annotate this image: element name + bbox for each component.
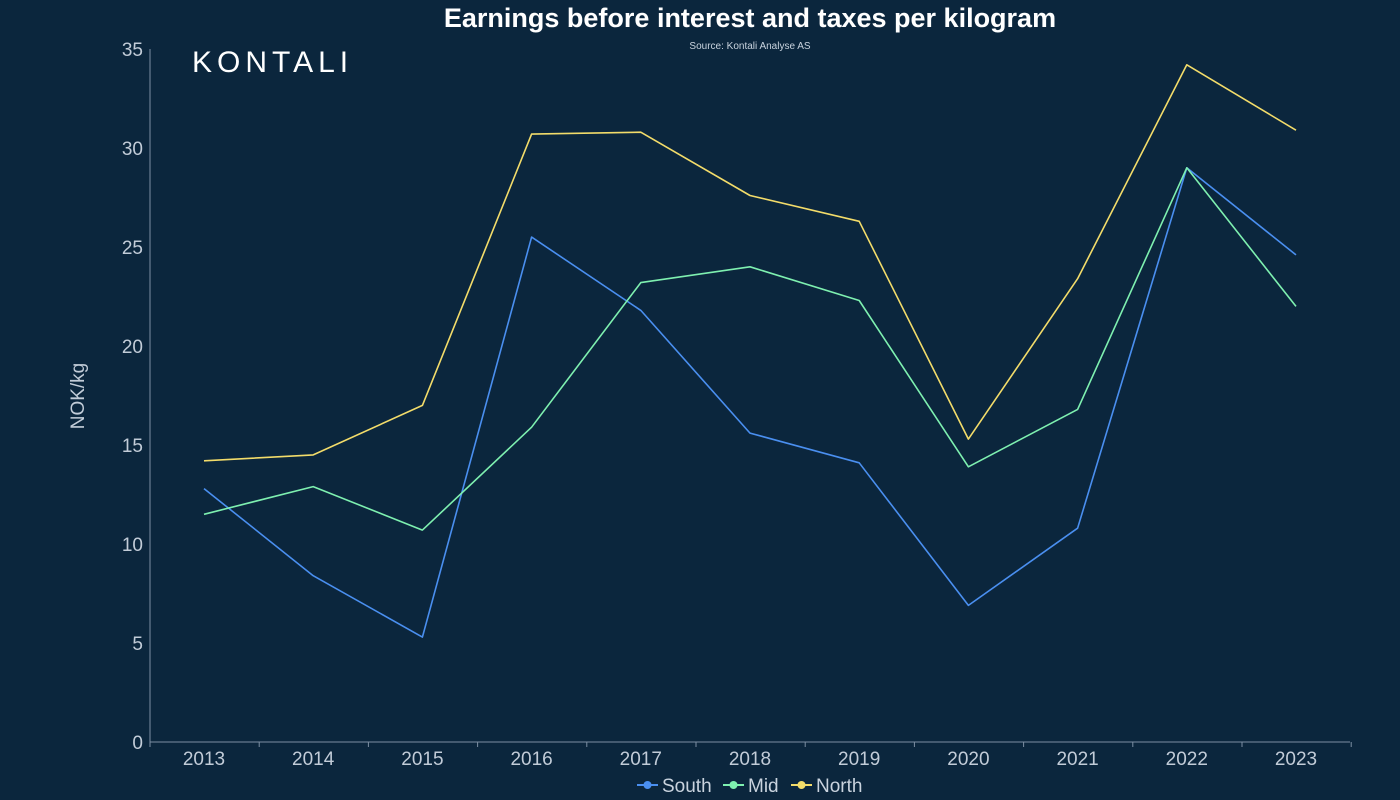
x-tick-label: 2023 <box>1275 749 1317 770</box>
series-line-north <box>203 64 1297 462</box>
x-tick-label: 2014 <box>292 749 335 770</box>
legend-marker <box>797 781 806 789</box>
y-tick-label: 10 <box>122 535 143 556</box>
x-tick-label: 2015 <box>401 749 443 770</box>
x-tick-label: 2021 <box>1056 749 1098 770</box>
legend-item-south[interactable]: South <box>637 776 712 797</box>
y-tick-label: 15 <box>122 436 143 457</box>
legend-label: North <box>816 776 862 797</box>
y-tick-label: 35 <box>122 40 143 61</box>
x-ticks: 2013 2014 2015 2016 2017 2018 2019 2020 2021 2022… <box>149 742 1352 770</box>
x-tick-label: 2018 <box>729 749 771 770</box>
series-line-south <box>203 167 1297 638</box>
chart-title: Earnings before interest and taxes per k… <box>444 3 1056 33</box>
legend-marker <box>643 781 652 789</box>
y-tick-label: 25 <box>122 238 143 259</box>
legend: South Mid North <box>637 776 862 797</box>
x-tick-label: 2019 <box>838 749 880 770</box>
y-axis-label: NOK/kg <box>68 363 89 430</box>
y-tick-label: 5 <box>132 634 143 655</box>
x-tick-label: 2017 <box>620 749 662 770</box>
x-tick-label: 2016 <box>510 749 552 770</box>
legend-item-north[interactable]: North <box>791 776 862 797</box>
series-lines <box>203 64 1297 638</box>
y-tick-label: 0 <box>132 733 143 754</box>
x-tick-label: 2013 <box>183 749 225 770</box>
chart-subtitle: Source: Kontali Analyse AS <box>689 41 811 52</box>
x-tick-label: 2022 <box>1166 749 1208 770</box>
series-line-mid <box>203 167 1297 531</box>
legend-label: South <box>662 776 712 797</box>
legend-item-mid[interactable]: Mid <box>723 776 779 797</box>
y-ticks: 0 5 10 15 20 25 30 35 <box>122 40 143 754</box>
x-tick-label: 2020 <box>947 749 989 770</box>
legend-marker <box>729 781 738 789</box>
kontali-logo: KONTALI <box>192 46 353 79</box>
y-tick-label: 30 <box>122 139 143 160</box>
y-tick-label: 20 <box>122 337 143 358</box>
legend-label: Mid <box>748 776 779 797</box>
